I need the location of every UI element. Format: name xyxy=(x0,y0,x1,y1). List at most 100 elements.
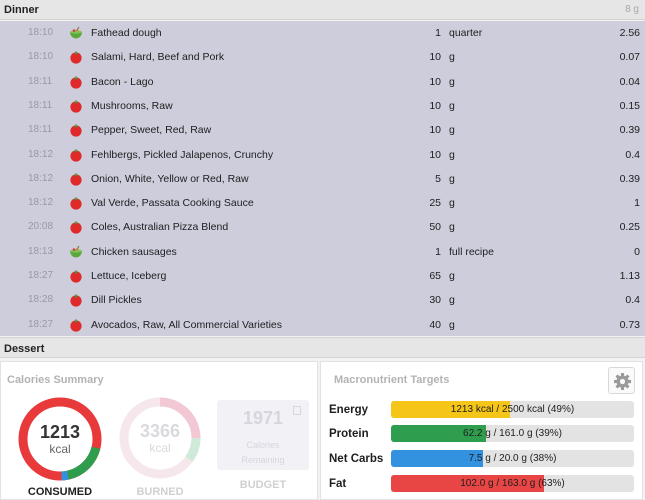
food-row[interactable]: 18:11 Bacon - Lago 10 g 0.04 xyxy=(0,70,645,94)
macro-progress-fill xyxy=(391,475,545,492)
macro-progress-bar: 102.0 g / 163.0 g (63%) xyxy=(391,475,634,492)
food-quantity: 10 xyxy=(429,99,441,112)
food-time: 18:10 xyxy=(28,51,54,63)
food-net-carbs: 0.04 xyxy=(619,75,640,88)
food-unit: g xyxy=(449,318,455,331)
food-net-carbs: 1 xyxy=(634,197,640,210)
budget-line1: Calories xyxy=(246,440,280,450)
tomato-icon xyxy=(69,220,83,234)
food-net-carbs: 0 xyxy=(634,245,640,258)
food-net-carbs: 0.39 xyxy=(619,124,640,137)
macro-progress-text: 62.2 g / 161.0 g (39%) xyxy=(463,428,562,439)
food-row[interactable]: 18:12 Fehlbergs, Pickled Jalapenos, Crunc… xyxy=(0,143,645,167)
food-quantity: 50 xyxy=(429,221,441,234)
food-net-carbs: 0.73 xyxy=(619,318,640,331)
food-row[interactable]: 18:11 Pepper, Sweet, Red, Raw 10 g 0.39 xyxy=(0,118,645,142)
food-net-carbs: 0.15 xyxy=(619,99,640,112)
macro-progress-text: 1213 kcal / 2500 kcal (49%) xyxy=(450,404,575,415)
recipe-bowl-icon xyxy=(69,26,83,40)
food-row[interactable]: 18:13 Chicken sausages 1 full recipe 0 xyxy=(0,240,645,264)
food-unit: quarter xyxy=(449,27,483,39)
tomato-icon xyxy=(69,148,83,162)
burned-ring-chart xyxy=(119,397,201,479)
food-row[interactable]: 18:11 Mushrooms, Raw 10 g 0.15 xyxy=(0,94,645,118)
food-time: 18:28 xyxy=(28,294,54,306)
dessert-header[interactable]: Dessert xyxy=(0,337,645,358)
budget-tile[interactable]: 1971 Calories Remaining xyxy=(217,400,309,470)
consumed-ring-chart xyxy=(18,397,102,481)
tomato-icon xyxy=(69,318,83,332)
food-name: Salami, Hard, Beef and Pork xyxy=(91,51,225,64)
food-name: Onion, White, Yellow or Red, Raw xyxy=(91,172,249,185)
food-time: 18:12 xyxy=(28,148,54,160)
calories-summary-title: Calories Summary xyxy=(7,374,104,386)
macro-progress-fill xyxy=(391,450,484,467)
food-row[interactable]: 18:10 Salami, Hard, Beef and Pork 10 g 0.07 xyxy=(0,45,645,69)
food-unit: g xyxy=(449,75,455,88)
food-unit: g xyxy=(449,124,455,137)
food-name: Dill Pickles xyxy=(91,294,142,307)
lock-icon xyxy=(293,406,301,415)
dinner-amount: 8 g xyxy=(625,4,639,15)
food-unit: full recipe xyxy=(449,245,494,258)
food-name: Lettuce, Iceberg xyxy=(91,270,167,282)
food-row[interactable]: 18:12 Onion, White, Yellow or Red, Raw 5 g 0… xyxy=(0,167,645,191)
budget-value: 1971 xyxy=(242,408,284,428)
tomato-icon xyxy=(69,123,83,137)
macro-progress-fill xyxy=(391,401,511,418)
food-time: 18:12 xyxy=(28,172,54,184)
food-time: 18:12 xyxy=(28,197,54,209)
food-name: Val Verde, Passata Cooking Sauce xyxy=(91,197,254,210)
food-net-carbs: 2.56 xyxy=(619,27,640,39)
food-time: 18:11 xyxy=(28,124,53,136)
food-net-carbs: 0.07 xyxy=(619,51,640,64)
tomato-icon xyxy=(69,99,83,113)
food-quantity: 10 xyxy=(429,75,441,88)
budget-label: BUDGET xyxy=(239,479,287,491)
food-quantity: 65 xyxy=(429,270,441,282)
tomato-icon xyxy=(69,172,83,186)
food-net-carbs: 0.4 xyxy=(625,148,640,161)
macro-progress-text: 7.5 g / 20.0 g (38%) xyxy=(468,453,557,464)
food-quantity: 1 xyxy=(435,27,441,39)
consumed-unit: kcal xyxy=(49,442,71,456)
food-unit: g xyxy=(449,172,455,185)
consumed-ring[interactable]: 1213 kcal xyxy=(16,395,104,483)
food-net-carbs: 0.4 xyxy=(625,294,640,307)
food-time: 18:27 xyxy=(28,270,54,281)
food-row[interactable]: 18:27 Lettuce, Iceberg 65 g 1.13 xyxy=(0,264,645,288)
food-row[interactable]: 18:28 Dill Pickles 30 g 0.4 xyxy=(0,288,645,312)
food-name: Avocados, Raw, All Commercial Varieties xyxy=(91,318,283,331)
tomato-icon xyxy=(69,196,83,210)
macro-row-fat: Fat 102.0 g / 163.0 g (63%) xyxy=(329,475,635,493)
settings-button[interactable] xyxy=(608,367,635,394)
food-quantity: 25 xyxy=(429,197,441,210)
food-time: 18:13 xyxy=(28,245,54,257)
food-quantity: 5 xyxy=(435,172,441,185)
macro-label: Protein xyxy=(329,428,369,440)
burned-ring[interactable]: 3366 kcal xyxy=(117,395,203,481)
food-row[interactable]: 18:12 Val Verde, Passata Cooking Sauce 25 g… xyxy=(0,191,645,215)
food-row[interactable]: 20:08 Coles, Australian Pizza Blend 50 g 0.2… xyxy=(0,215,645,239)
food-name: Pepper, Sweet, Red, Raw xyxy=(91,124,212,137)
macro-progress-fill xyxy=(391,425,486,442)
macro-progress-text: 102.0 g / 163.0 g (63%) xyxy=(460,478,565,489)
macro-row-net-carbs: Net Carbs 7.5 g / 20.0 g (38%) xyxy=(329,450,635,468)
food-unit: g xyxy=(449,270,455,282)
dinner-header[interactable]: Dinner 8 g xyxy=(0,0,645,20)
dinner-title: Dinner xyxy=(4,4,39,16)
macro-label: Net Carbs xyxy=(329,453,384,465)
macro-progress-bar: 62.2 g / 161.0 g (39%) xyxy=(391,425,634,442)
food-time: 20:08 xyxy=(28,221,54,233)
food-unit: g xyxy=(449,148,455,161)
food-net-carbs: 0.25 xyxy=(619,221,640,234)
macro-row-protein: Protein 62.2 g / 161.0 g (39%) xyxy=(329,425,635,443)
macro-label: Energy xyxy=(329,404,368,416)
food-row[interactable]: 18:10 Fathead dough 1 quarter 2.56 xyxy=(0,21,645,45)
macro-row-energy: Energy 1213 kcal / 2500 kcal (49%) xyxy=(329,401,635,419)
macro-targets-title: Macronutrient Targets xyxy=(334,374,450,386)
food-time: 18:10 xyxy=(28,27,54,38)
food-row[interactable]: 18:27 Avocados, Raw, All Commercial Varie… xyxy=(0,313,645,337)
food-quantity: 10 xyxy=(429,148,441,161)
food-time: 18:27 xyxy=(28,318,54,330)
